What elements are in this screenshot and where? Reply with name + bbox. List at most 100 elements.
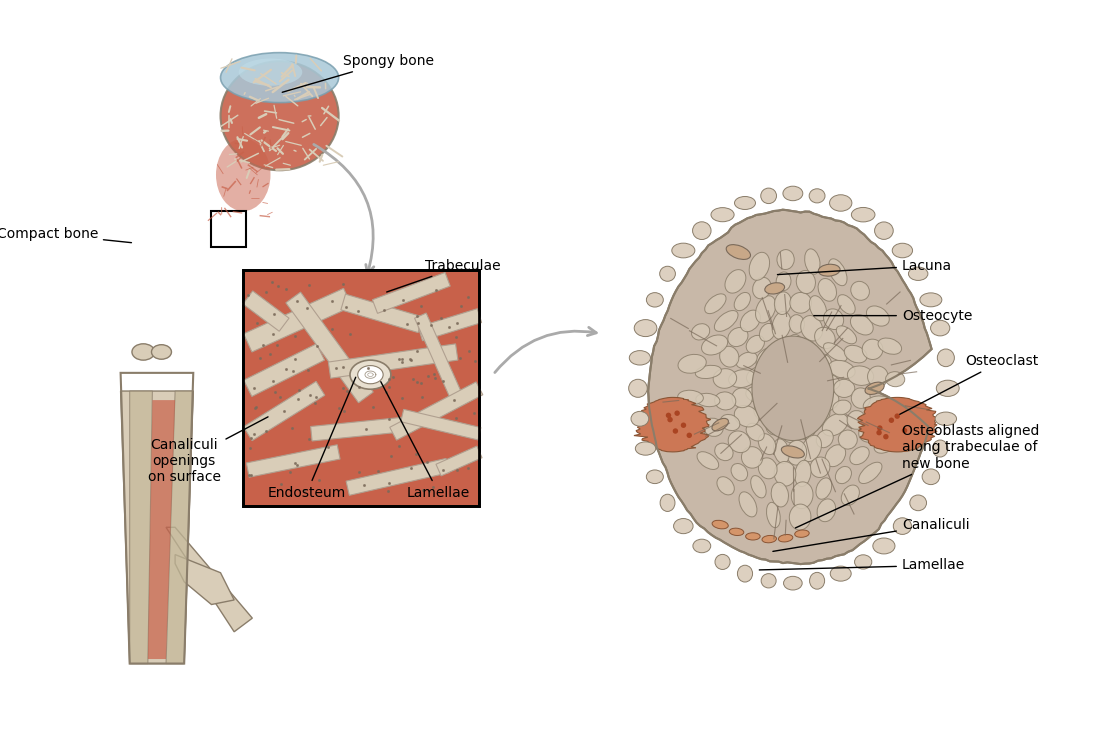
Polygon shape bbox=[389, 382, 482, 440]
Text: Osteoclast: Osteoclast bbox=[900, 354, 1038, 415]
Polygon shape bbox=[436, 446, 482, 476]
Ellipse shape bbox=[746, 366, 774, 386]
Ellipse shape bbox=[762, 536, 777, 543]
Polygon shape bbox=[328, 344, 458, 378]
Ellipse shape bbox=[858, 462, 882, 484]
Circle shape bbox=[687, 432, 692, 438]
Ellipse shape bbox=[721, 415, 740, 431]
Ellipse shape bbox=[759, 458, 777, 478]
Circle shape bbox=[673, 428, 678, 434]
Circle shape bbox=[667, 417, 673, 422]
Polygon shape bbox=[243, 291, 289, 331]
Ellipse shape bbox=[824, 343, 847, 361]
Ellipse shape bbox=[779, 358, 799, 377]
Text: Canaliculi: Canaliculi bbox=[773, 518, 969, 551]
Ellipse shape bbox=[816, 478, 831, 499]
Ellipse shape bbox=[761, 188, 777, 204]
Ellipse shape bbox=[852, 388, 871, 409]
Ellipse shape bbox=[789, 315, 805, 334]
Ellipse shape bbox=[753, 277, 771, 299]
Ellipse shape bbox=[712, 418, 728, 431]
Ellipse shape bbox=[834, 380, 855, 398]
Ellipse shape bbox=[847, 411, 866, 429]
Ellipse shape bbox=[882, 404, 905, 421]
Ellipse shape bbox=[809, 189, 825, 203]
Ellipse shape bbox=[783, 577, 802, 590]
Ellipse shape bbox=[838, 430, 857, 449]
Bar bbox=[243, 270, 479, 507]
Ellipse shape bbox=[728, 369, 755, 388]
Ellipse shape bbox=[781, 398, 797, 421]
Ellipse shape bbox=[910, 495, 927, 510]
Circle shape bbox=[680, 423, 686, 428]
Ellipse shape bbox=[825, 445, 846, 467]
Ellipse shape bbox=[732, 388, 752, 408]
Ellipse shape bbox=[751, 476, 767, 498]
Text: Osteocyte: Osteocyte bbox=[814, 308, 972, 322]
Ellipse shape bbox=[678, 354, 706, 373]
Polygon shape bbox=[175, 554, 234, 605]
Ellipse shape bbox=[858, 421, 884, 442]
Ellipse shape bbox=[812, 390, 839, 412]
Circle shape bbox=[675, 410, 680, 416]
Polygon shape bbox=[148, 400, 175, 659]
Ellipse shape bbox=[702, 335, 727, 355]
Text: Endosteum: Endosteum bbox=[267, 377, 356, 500]
Ellipse shape bbox=[674, 519, 693, 533]
Ellipse shape bbox=[629, 351, 650, 365]
Ellipse shape bbox=[844, 345, 867, 363]
Polygon shape bbox=[285, 292, 374, 403]
Ellipse shape bbox=[824, 309, 844, 330]
Ellipse shape bbox=[777, 272, 791, 291]
Ellipse shape bbox=[865, 382, 884, 395]
Polygon shape bbox=[857, 398, 938, 452]
Polygon shape bbox=[401, 409, 481, 440]
Polygon shape bbox=[634, 398, 711, 452]
Ellipse shape bbox=[789, 504, 811, 530]
Text: Canaliculi
openings
on surface: Canaliculi openings on surface bbox=[148, 417, 269, 484]
Ellipse shape bbox=[920, 293, 942, 307]
Ellipse shape bbox=[765, 416, 786, 435]
Ellipse shape bbox=[660, 266, 676, 282]
Ellipse shape bbox=[660, 494, 675, 511]
Polygon shape bbox=[244, 381, 325, 441]
Circle shape bbox=[876, 430, 882, 435]
Ellipse shape bbox=[647, 470, 664, 484]
Ellipse shape bbox=[836, 326, 856, 344]
Ellipse shape bbox=[805, 249, 820, 274]
Ellipse shape bbox=[692, 324, 709, 340]
Ellipse shape bbox=[742, 447, 763, 468]
Ellipse shape bbox=[801, 435, 821, 461]
Polygon shape bbox=[419, 308, 481, 341]
Ellipse shape bbox=[629, 379, 647, 398]
Ellipse shape bbox=[797, 270, 816, 293]
Circle shape bbox=[877, 425, 883, 431]
Polygon shape bbox=[648, 210, 932, 564]
Ellipse shape bbox=[717, 477, 734, 495]
Ellipse shape bbox=[713, 369, 736, 389]
Text: Spongy bone: Spongy bone bbox=[282, 54, 434, 92]
Text: Lacuna: Lacuna bbox=[778, 259, 952, 275]
Ellipse shape bbox=[220, 53, 339, 103]
Ellipse shape bbox=[745, 386, 772, 403]
Ellipse shape bbox=[829, 195, 852, 211]
Ellipse shape bbox=[756, 348, 780, 371]
Circle shape bbox=[883, 434, 888, 439]
Polygon shape bbox=[311, 418, 403, 441]
Ellipse shape bbox=[734, 406, 759, 427]
Ellipse shape bbox=[874, 436, 896, 453]
Polygon shape bbox=[246, 445, 340, 477]
Ellipse shape bbox=[728, 431, 751, 452]
Ellipse shape bbox=[132, 344, 154, 360]
Text: Osteoblasts aligned
along trabeculae of
new bone: Osteoblasts aligned along trabeculae of … bbox=[796, 424, 1040, 528]
Ellipse shape bbox=[687, 423, 705, 438]
Ellipse shape bbox=[791, 482, 814, 509]
Ellipse shape bbox=[790, 293, 811, 314]
Ellipse shape bbox=[745, 533, 760, 540]
Ellipse shape bbox=[731, 464, 747, 481]
Polygon shape bbox=[373, 273, 450, 314]
Ellipse shape bbox=[764, 283, 784, 294]
Ellipse shape bbox=[833, 400, 852, 415]
Ellipse shape bbox=[818, 265, 840, 276]
Ellipse shape bbox=[909, 267, 928, 280]
